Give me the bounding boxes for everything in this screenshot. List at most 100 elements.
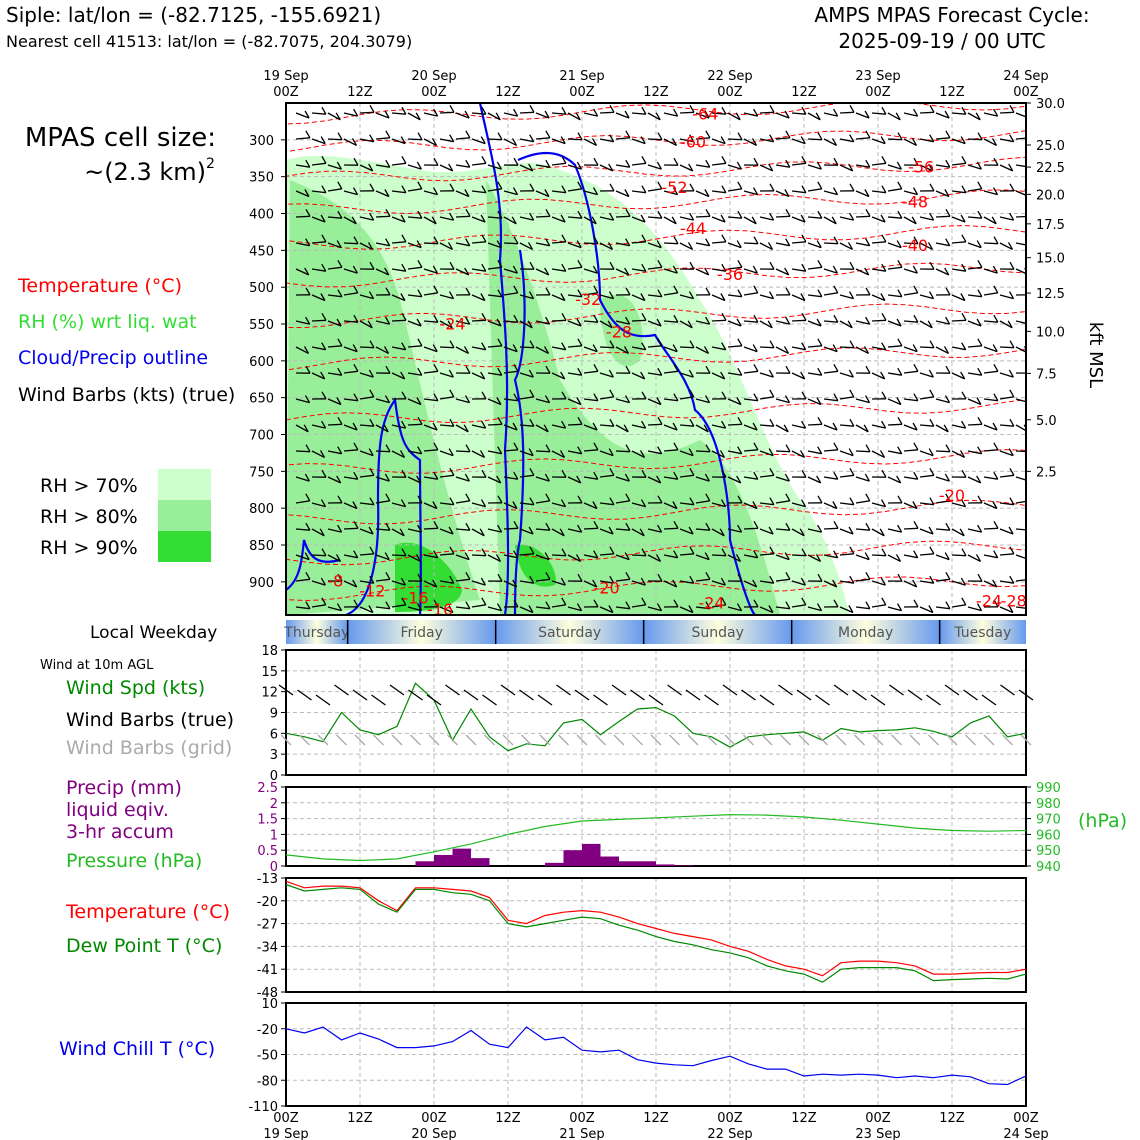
wind-barb-flag bbox=[656, 161, 662, 170]
wind-barb bbox=[967, 495, 983, 504]
wind-barb-flag bbox=[304, 110, 310, 119]
wind-barb bbox=[791, 234, 807, 244]
wind-barb-flag bbox=[417, 210, 423, 219]
top-axis-hour: 12Z bbox=[347, 85, 373, 100]
wind-barb-staff bbox=[519, 164, 533, 172]
wind-barb-staff bbox=[423, 190, 438, 196]
cloud-outline-path bbox=[478, 103, 510, 615]
wind-barb-flag bbox=[865, 522, 871, 531]
wind-barb bbox=[503, 422, 518, 431]
temperature-contour bbox=[286, 262, 1026, 288]
wind-barb-staff bbox=[807, 242, 822, 249]
wind-barb bbox=[903, 599, 919, 608]
wind-barb-staff bbox=[375, 578, 390, 582]
wind-barb-staff bbox=[295, 137, 310, 140]
wind-barb bbox=[455, 395, 471, 404]
temperature-contour-label: -12 bbox=[359, 582, 385, 601]
wind-barb bbox=[711, 597, 727, 608]
wind-barb-staff bbox=[919, 606, 934, 614]
wind-barb-staff bbox=[439, 528, 454, 535]
wind-barb bbox=[327, 210, 343, 219]
wind-barb bbox=[391, 234, 407, 244]
wind-barb bbox=[903, 501, 918, 510]
wind-barb-staff bbox=[935, 242, 950, 247]
wind-barb-staff bbox=[407, 423, 423, 426]
wind-barb bbox=[903, 265, 918, 274]
wind-barb-staff bbox=[1015, 320, 1026, 324]
wind-barb-staff bbox=[759, 164, 773, 172]
wind-barb bbox=[887, 318, 902, 327]
wind-barb-flag bbox=[736, 397, 742, 405]
wind-barb-flag bbox=[369, 212, 375, 221]
wind-barb bbox=[503, 344, 518, 353]
top-axis-hour: 12Z bbox=[791, 85, 817, 100]
wind-barb bbox=[935, 493, 951, 504]
wind-barb bbox=[807, 603, 823, 612]
wind-barb bbox=[807, 554, 822, 562]
wind-barb-flag bbox=[609, 467, 615, 476]
wind-barb-flag bbox=[513, 285, 519, 294]
wind-barb bbox=[423, 520, 439, 530]
wind-barb bbox=[903, 216, 917, 225]
wind-barb bbox=[599, 212, 615, 221]
wind-barb-flag bbox=[640, 214, 646, 223]
wind-barb bbox=[439, 134, 455, 143]
wind-barb-flag bbox=[849, 104, 855, 113]
wind-barb-flag bbox=[321, 234, 327, 243]
wind-barb bbox=[535, 316, 551, 325]
wind-barb-flag bbox=[719, 450, 726, 458]
wind-barb-flag bbox=[351, 138, 358, 146]
wind-barb bbox=[455, 238, 471, 247]
wind-barb-flag bbox=[913, 442, 919, 451]
wind-barb-staff bbox=[743, 292, 758, 296]
wind-barb-staff bbox=[455, 578, 470, 582]
rh-region bbox=[486, 180, 780, 615]
wind-barb bbox=[935, 473, 950, 482]
weekday-segment bbox=[286, 620, 348, 644]
wind-barb-flag bbox=[640, 371, 646, 380]
wind-barb bbox=[743, 520, 759, 530]
wind-barb-staff bbox=[903, 268, 918, 274]
wind-barb-staff bbox=[519, 294, 534, 300]
wind-barb-staff bbox=[535, 242, 550, 247]
wind-barb-staff bbox=[359, 164, 373, 172]
wind-barb-staff bbox=[887, 372, 902, 376]
wind-barb-flag bbox=[544, 473, 550, 482]
wind-barb-staff bbox=[999, 606, 1014, 614]
wind-barb-staff bbox=[567, 372, 582, 376]
wind-barb-staff bbox=[855, 346, 869, 354]
wind-barb-staff bbox=[967, 476, 981, 484]
wind-barb-flag bbox=[961, 391, 967, 400]
wind-barb-grid bbox=[706, 734, 717, 746]
wind-barb bbox=[951, 106, 967, 115]
wind-barb-staff bbox=[679, 294, 694, 300]
cloud-outline-path bbox=[517, 151, 756, 615]
wind-barb-staff bbox=[375, 320, 390, 325]
wind-barb-flag bbox=[400, 371, 406, 380]
wind-barb bbox=[599, 104, 615, 114]
wind-barb-staff bbox=[775, 346, 789, 354]
wind-barb-staff bbox=[871, 372, 885, 380]
wind-barb-flag bbox=[801, 155, 807, 164]
wind-barb bbox=[295, 552, 310, 561]
wind-barb-staff bbox=[855, 554, 870, 561]
wind-barb-flag bbox=[865, 316, 871, 325]
wind-barb bbox=[375, 130, 391, 140]
wind-barb-staff bbox=[999, 553, 1014, 556]
wind-barb-staff bbox=[359, 216, 374, 221]
wind-barb bbox=[327, 603, 343, 612]
wind-barb-staff bbox=[1015, 398, 1026, 403]
wind-barb-flag bbox=[817, 446, 823, 455]
wind-barb bbox=[535, 522, 551, 531]
wind-barb bbox=[295, 601, 311, 610]
wind-barb-staff bbox=[311, 162, 326, 166]
wind-barb-flag bbox=[367, 320, 373, 329]
wind-barb bbox=[999, 526, 1014, 535]
wind-barb bbox=[487, 603, 503, 612]
wind-barb-staff bbox=[631, 241, 646, 244]
wind-barb bbox=[727, 367, 743, 376]
wind-barb-flag bbox=[609, 183, 615, 192]
wind-barb-flag bbox=[577, 338, 583, 347]
wind-barb bbox=[791, 312, 807, 322]
wind-barb-flag bbox=[944, 189, 950, 197]
